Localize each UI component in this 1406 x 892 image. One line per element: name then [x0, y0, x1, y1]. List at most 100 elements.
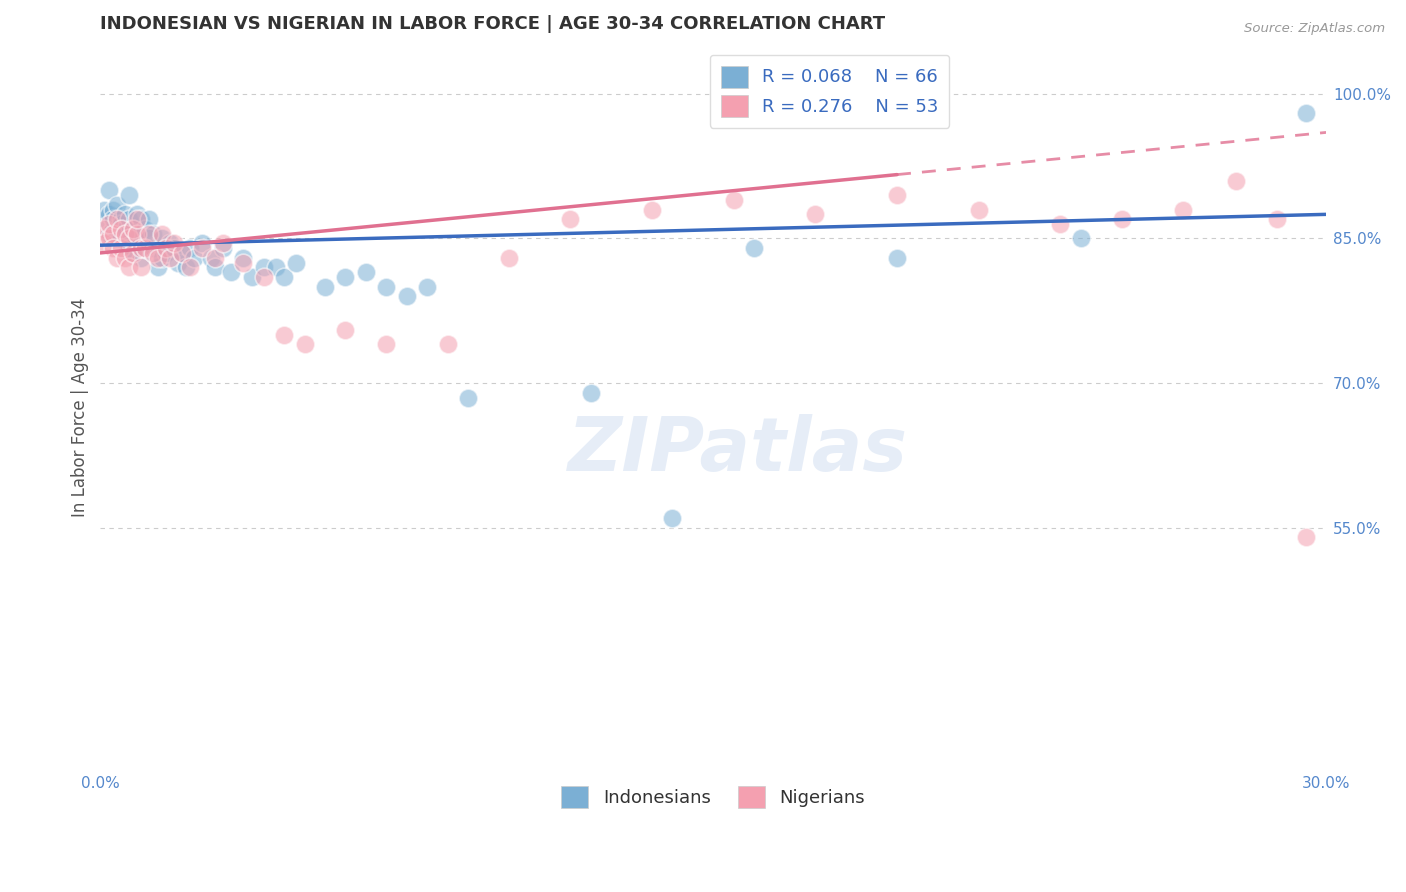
- Point: [122, 222, 145, 236]
- Point: [163, 241, 186, 255]
- Point: [101, 241, 124, 255]
- Point: [1171, 202, 1194, 217]
- Point: [1225, 173, 1247, 187]
- Point: [1111, 212, 1133, 227]
- Point: [1070, 231, 1092, 245]
- Point: [101, 212, 124, 227]
- Point: [1049, 217, 1071, 231]
- Point: [641, 202, 664, 217]
- Point: [191, 241, 214, 255]
- Point: [118, 188, 141, 202]
- Point: [723, 193, 745, 207]
- Point: [101, 222, 124, 236]
- Point: [804, 207, 827, 221]
- Point: [354, 265, 377, 279]
- Point: [118, 231, 141, 245]
- Point: [122, 246, 145, 260]
- Point: [127, 227, 149, 241]
- Point: [183, 251, 205, 265]
- Point: [159, 251, 181, 265]
- Point: [273, 327, 295, 342]
- Point: [285, 255, 308, 269]
- Point: [146, 260, 169, 275]
- Point: [101, 227, 124, 241]
- Point: [253, 270, 276, 285]
- Point: [127, 212, 149, 227]
- Point: [1295, 106, 1317, 120]
- Point: [101, 202, 124, 217]
- Point: [967, 202, 990, 217]
- Point: [560, 212, 582, 227]
- Point: [150, 227, 173, 241]
- Point: [134, 241, 156, 255]
- Point: [118, 241, 141, 255]
- Point: [264, 260, 287, 275]
- Point: [661, 511, 683, 525]
- Point: [93, 212, 115, 227]
- Point: [122, 246, 145, 260]
- Point: [114, 222, 136, 236]
- Point: [122, 222, 145, 236]
- Point: [127, 207, 149, 221]
- Point: [97, 183, 120, 197]
- Point: [155, 246, 177, 260]
- Point: [498, 251, 520, 265]
- Point: [129, 212, 152, 227]
- Point: [170, 246, 193, 260]
- Point: [167, 255, 190, 269]
- Point: [110, 231, 132, 245]
- Point: [294, 337, 316, 351]
- Point: [1265, 212, 1288, 227]
- Point: [93, 236, 115, 251]
- Point: [97, 231, 120, 245]
- Point: [138, 227, 160, 241]
- Point: [232, 255, 254, 269]
- Point: [142, 246, 165, 260]
- Point: [159, 236, 181, 251]
- Point: [105, 212, 128, 227]
- Point: [142, 227, 165, 241]
- Point: [93, 202, 115, 217]
- Point: [191, 236, 214, 251]
- Point: [200, 251, 222, 265]
- Point: [93, 222, 115, 236]
- Point: [416, 279, 439, 293]
- Point: [436, 337, 458, 351]
- Point: [110, 241, 132, 255]
- Text: Source: ZipAtlas.com: Source: ZipAtlas.com: [1244, 22, 1385, 36]
- Point: [395, 289, 418, 303]
- Point: [174, 260, 197, 275]
- Point: [335, 323, 357, 337]
- Point: [129, 260, 152, 275]
- Point: [155, 241, 177, 255]
- Point: [742, 241, 765, 255]
- Point: [212, 236, 235, 251]
- Point: [97, 217, 120, 231]
- Point: [105, 198, 128, 212]
- Point: [110, 222, 132, 236]
- Text: ZIPatlas: ZIPatlas: [568, 414, 908, 487]
- Point: [114, 207, 136, 221]
- Point: [97, 227, 120, 241]
- Point: [150, 231, 173, 245]
- Point: [146, 251, 169, 265]
- Point: [127, 227, 149, 241]
- Point: [204, 251, 226, 265]
- Point: [375, 279, 398, 293]
- Point: [457, 391, 479, 405]
- Point: [105, 227, 128, 241]
- Point: [110, 217, 132, 231]
- Point: [314, 279, 336, 293]
- Point: [105, 251, 128, 265]
- Point: [150, 251, 173, 265]
- Point: [134, 222, 156, 236]
- Point: [97, 207, 120, 221]
- Point: [204, 260, 226, 275]
- Point: [118, 212, 141, 227]
- Text: INDONESIAN VS NIGERIAN IN LABOR FORCE | AGE 30-34 CORRELATION CHART: INDONESIAN VS NIGERIAN IN LABOR FORCE | …: [100, 15, 886, 33]
- Point: [219, 265, 242, 279]
- Point: [1295, 530, 1317, 544]
- Point: [253, 260, 276, 275]
- Point: [110, 212, 132, 227]
- Point: [114, 227, 136, 241]
